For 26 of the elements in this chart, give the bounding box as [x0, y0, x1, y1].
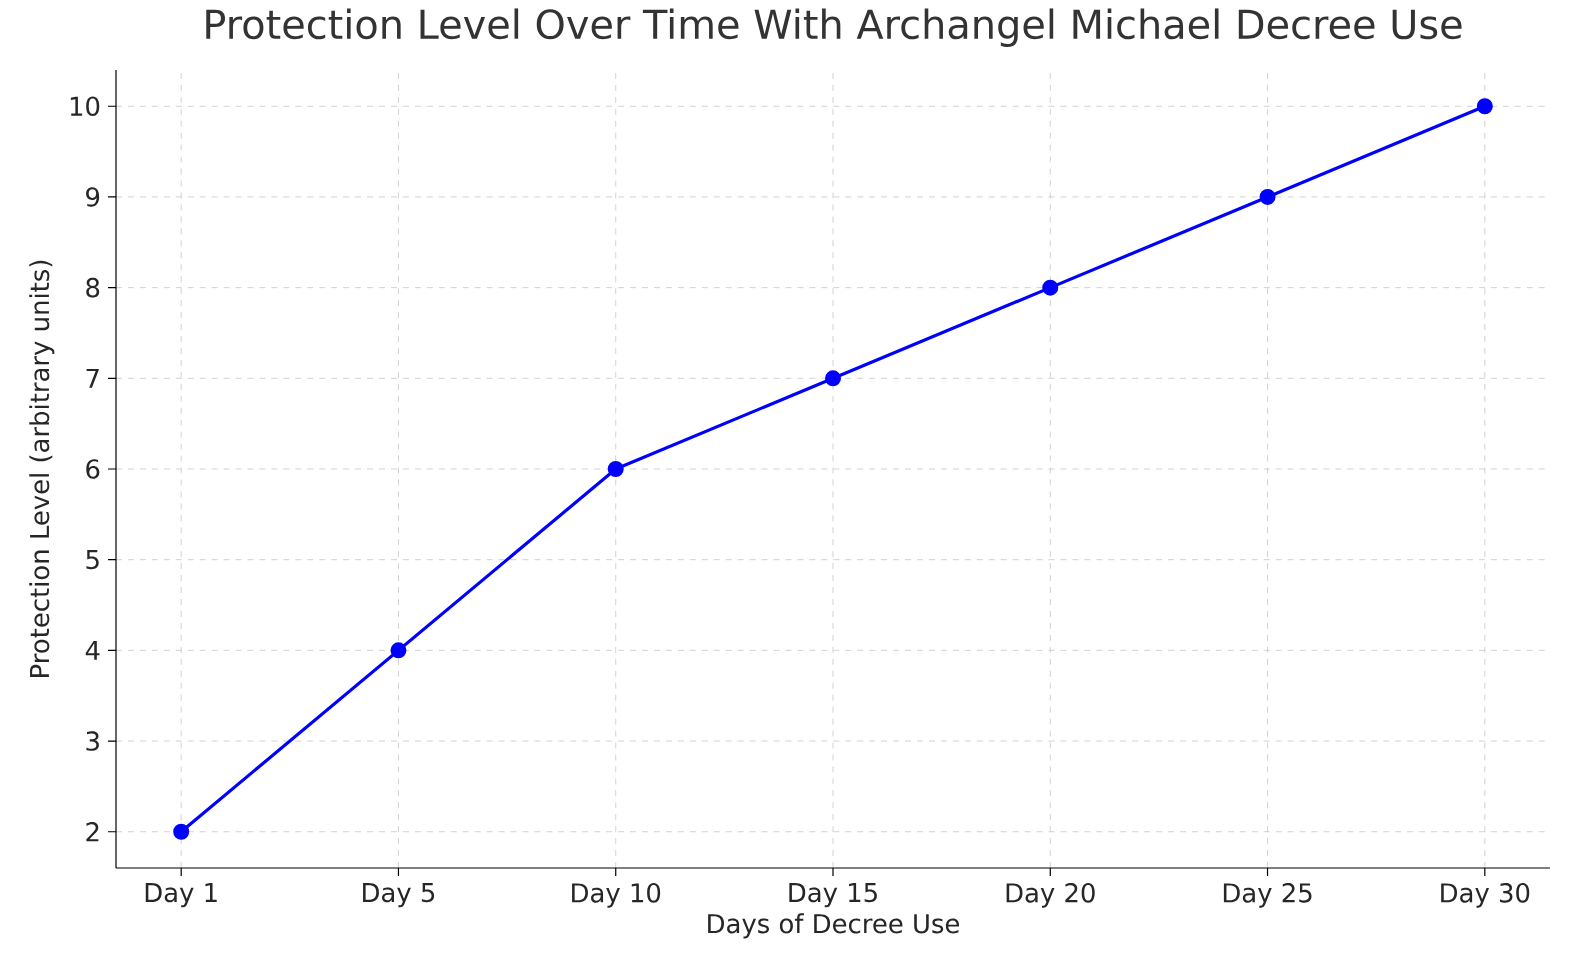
y-tick-label: 2	[86, 822, 99, 842]
x-tick-label: Day 1	[145, 883, 217, 908]
x-tick-label: Day 15	[789, 883, 877, 908]
x-tick-label: Day 20	[1006, 883, 1095, 908]
y-tick-label: 6	[86, 459, 100, 479]
point	[1042, 279, 1059, 296]
y-tick-label: 10	[70, 96, 100, 117]
y-tick-label: 3	[86, 731, 99, 751]
x-tick-label: Day 5	[363, 883, 435, 908]
point	[173, 823, 190, 840]
x-tick-label: Day 10	[572, 883, 661, 908]
y-tick-label: 4	[85, 640, 100, 660]
point	[1476, 98, 1493, 115]
point	[390, 642, 407, 659]
point	[607, 460, 624, 477]
chart-title: Protection Level Over Time With Archangel Michael Decree Use	[206, 8, 1462, 47]
y-tick-label: 8	[86, 277, 100, 298]
x-tick-label: Day 25	[1223, 883, 1312, 908]
y-tick-label: 5	[86, 550, 99, 570]
y-tick-label: 9	[86, 187, 100, 207]
y-axis-title: Protection Level (arbitrary units)	[29, 260, 55, 677]
y-tick-label: 7	[86, 368, 99, 388]
point	[825, 370, 841, 387]
x-axis-title: Days of Decree Use	[708, 913, 959, 939]
x-tick-label: Day 30	[1441, 883, 1530, 908]
point	[1259, 188, 1276, 205]
